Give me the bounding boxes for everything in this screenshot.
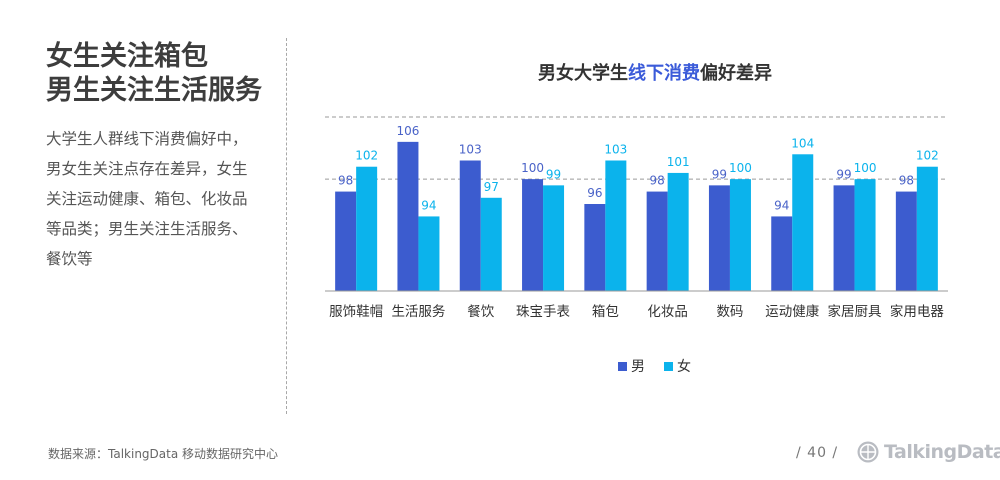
data-source-note: 数据来源：TalkingData 移动数据研究中心 (48, 447, 279, 461)
brand-logo: TalkingData (856, 438, 1000, 466)
chart-title-highlight: 线下消费 (628, 63, 700, 84)
legend-swatch-female (664, 362, 673, 371)
data-label-female: 104 (791, 136, 814, 150)
bar-female (605, 160, 627, 291)
bar-female (418, 216, 440, 291)
vertical-divider (286, 38, 287, 414)
category-label: 化妆品 (647, 304, 688, 320)
bar-female (916, 166, 938, 291)
headline-line-2: 男生关注生活服务 (46, 75, 262, 106)
headline-line-1: 女生关注箱包 (46, 41, 208, 72)
legend-label-female: 女 (677, 358, 691, 375)
chart-title: 男女大学生线下消费偏好差异 (310, 59, 1000, 85)
category-label: 运动健康 (765, 303, 819, 320)
data-label-male: 98 (899, 174, 914, 188)
data-label-female: 94 (421, 198, 436, 212)
data-label-male: 99 (712, 167, 727, 181)
data-label-male: 106 (396, 124, 419, 138)
category-label: 生活服务 (391, 304, 445, 320)
category-label: 家居厨具 (828, 303, 882, 320)
bar-male (708, 185, 730, 291)
bar-male (895, 191, 917, 291)
legend-swatch-male (618, 362, 627, 371)
data-label-male: 96 (587, 186, 602, 200)
page-number: / 40 / (796, 445, 839, 461)
chart-title-prefix: 男女大学生 (538, 63, 628, 84)
bar-male (522, 179, 544, 291)
bar-male (459, 160, 481, 291)
bar-male (335, 191, 357, 291)
headline: 女生关注箱包 男生关注生活服务 (46, 40, 286, 108)
brand-logo-text: TalkingData (884, 441, 1000, 463)
data-label-male: 98 (338, 174, 353, 188)
chart-title-suffix: 偏好差异 (700, 63, 772, 84)
data-label-male: 94 (774, 198, 789, 212)
category-label: 餐饮 (467, 304, 494, 320)
category-label: 珠宝手表 (516, 304, 570, 320)
data-label-male: 103 (459, 143, 482, 157)
legend-label-male: 男 (631, 359, 645, 375)
category-label: 箱包 (592, 304, 619, 320)
bar-male (646, 191, 668, 291)
data-label-female: 103 (604, 143, 627, 157)
data-label-male: 99 (836, 167, 851, 181)
bar-male (584, 204, 606, 291)
data-label-female: 102 (355, 149, 378, 163)
bar-male (833, 185, 855, 291)
brand-logo-icon (857, 441, 879, 463)
category-label: 家用电器 (890, 303, 944, 320)
data-label-female: 99 (546, 167, 561, 181)
data-label-female: 100 (854, 161, 877, 175)
category-label: 服饰鞋帽 (329, 304, 383, 320)
bar-female (667, 172, 689, 291)
bar-female (356, 166, 378, 291)
data-label-male: 98 (650, 174, 665, 188)
bar-female (480, 197, 502, 291)
data-label-female: 97 (484, 180, 499, 194)
data-label-female: 100 (729, 161, 752, 175)
bar-female (792, 154, 814, 291)
data-label-female: 102 (916, 149, 939, 163)
bar-male (771, 216, 793, 291)
category-label: 数码 (716, 304, 743, 320)
bar-female (543, 185, 565, 291)
bar-male (397, 141, 419, 291)
description-text: 大学生人群线下消费偏好中，男女生关注点存在差异，女生关注运动健康、箱包、化妆品等… (46, 130, 248, 268)
bar-female (854, 179, 876, 291)
data-label-male: 100 (521, 161, 544, 175)
data-label-female: 101 (667, 155, 690, 169)
bar-female (729, 179, 751, 291)
